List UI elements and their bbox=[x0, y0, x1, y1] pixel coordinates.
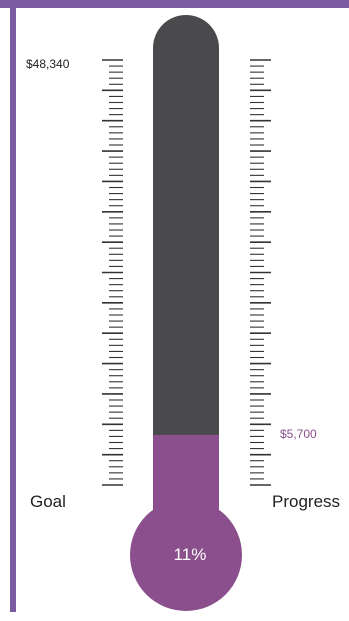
right-tick-scale bbox=[250, 59, 271, 486]
goal-label: Goal bbox=[30, 492, 66, 511]
progress-value-label: $5,700 bbox=[280, 427, 317, 441]
frame-top-border bbox=[0, 0, 349, 8]
left-tick-scale bbox=[102, 59, 123, 486]
thermometer-tube bbox=[153, 15, 219, 500]
frame-left-border bbox=[10, 0, 16, 612]
goal-value-label: $48,340 bbox=[26, 57, 70, 71]
thermometer-bulb bbox=[130, 499, 242, 611]
percent-label: 11% bbox=[173, 545, 207, 564]
progress-fill-bar bbox=[153, 434, 219, 500]
progress-label: Progress bbox=[272, 492, 341, 511]
